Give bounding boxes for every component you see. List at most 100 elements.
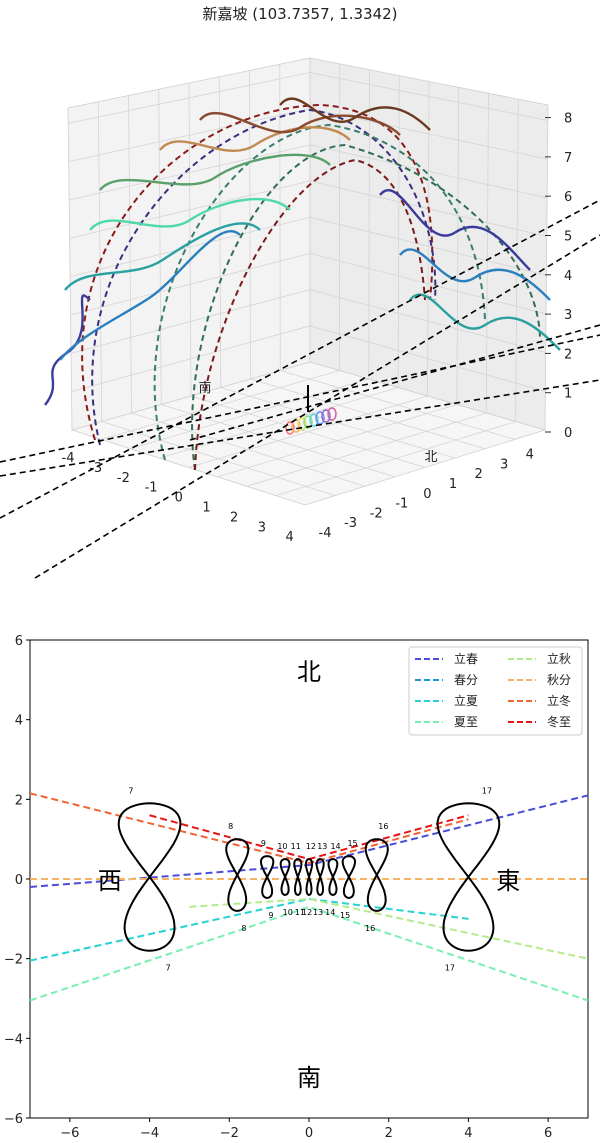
date-lines (29, 792, 589, 1002)
analemma-label-bottom: 11 (295, 908, 305, 917)
grid-line (69, 180, 547, 239)
sun-path-3d-chart: 0 1 2 3 4 5 6 7 8 -4 -3 -2 -1 0 1 2 3 4 -4 -3 -2 -1 0 1 2 3 4 南北 (0, 57, 600, 579)
analemma-label-top: 8 (228, 822, 233, 831)
grid-line (427, 81, 430, 397)
x-tick-label: 1 (202, 501, 210, 516)
x-tick-label: 4 (464, 1126, 472, 1141)
loop-mark (327, 407, 337, 421)
axis-ticks: −6 −4 −2 0 2 4 6 −6 −4 −2 0 2 4 6 (4, 634, 552, 1141)
x-tick-label: −2 (220, 1126, 239, 1141)
north-label: 北 (297, 658, 321, 686)
grid-line (70, 289, 546, 354)
y-tick-label: -1 (395, 497, 408, 512)
analemma-label-top: 12 (306, 842, 316, 851)
analemma-label-bottom: 8 (241, 924, 246, 933)
x-tick-label: -4 (62, 451, 75, 466)
y-tick-label: 0 (15, 873, 23, 888)
projection-ray (189, 324, 600, 441)
y-tick-label: 6 (15, 634, 23, 649)
grid-line (275, 421, 516, 497)
loop-mark (321, 409, 331, 423)
loop-mark (303, 415, 313, 429)
grid-line (485, 93, 489, 414)
grid-line (397, 75, 400, 388)
grid-line (70, 253, 547, 316)
grid-line (280, 370, 516, 440)
3d-grid (67, 57, 549, 506)
z-tick-label: 5 (564, 230, 572, 245)
hour-curve (89, 197, 291, 231)
analemma-label-top: 9 (261, 839, 266, 848)
x-tick-label: 3 (258, 520, 266, 535)
y-tick-label: −6 (4, 1112, 23, 1127)
hour-curve (409, 293, 561, 351)
z-tick-label: 1 (564, 387, 572, 402)
analemma-15 (341, 855, 356, 899)
hour-curve (399, 248, 551, 301)
sun-arc (194, 158, 426, 471)
hour-curve (59, 230, 241, 361)
grid-line (217, 404, 457, 478)
chart-title: 新嘉坡 (103.7357, 1.3342) (202, 5, 398, 23)
legend-label: 立冬 (547, 693, 571, 708)
loop-mark (285, 421, 295, 435)
y-tick-label: 2 (15, 793, 23, 808)
x-tick-label: 0 (175, 491, 183, 506)
north-label: 北 (424, 450, 437, 465)
y-tick-label: -4 (319, 526, 332, 541)
grid-line (69, 216, 547, 278)
z-tick-label: 3 (564, 308, 572, 323)
x-tick-label: 2 (385, 1126, 393, 1141)
hour-curve (159, 126, 351, 152)
sun-arc (91, 108, 437, 446)
legend-label: 夏至 (454, 715, 478, 729)
legend-label: 春分 (454, 673, 478, 687)
x-tick-label: −4 (140, 1126, 159, 1141)
analemma-17 (436, 802, 501, 952)
hour-curve (199, 112, 401, 136)
grid-line (68, 108, 548, 163)
z-tick-label: 4 (564, 269, 572, 284)
grid-line (246, 412, 487, 487)
projection-ray (0, 379, 600, 477)
3d-sun-paths (0, 97, 600, 579)
legend-label: 立秋 (547, 651, 571, 666)
loop-mark (297, 417, 307, 431)
analemma-7 (117, 802, 182, 952)
analemma-label-top: 16 (378, 822, 388, 831)
z-tick-label: 6 (564, 190, 572, 205)
analemma-label-bottom: 9 (268, 911, 273, 920)
grid-line (188, 395, 428, 468)
x-tick-label: 2 (230, 510, 238, 525)
grid-line (515, 99, 519, 422)
analemma-label-top: 14 (330, 842, 340, 851)
analemma-label-bottom: 15 (340, 911, 350, 920)
analemma-10 (279, 858, 291, 896)
projection-ray (0, 199, 600, 519)
analemma-13 (315, 858, 325, 896)
analemma-14 (327, 858, 339, 896)
x-tick-label: 4 (285, 530, 293, 545)
west-label: 西 (98, 867, 122, 895)
y-tick-label: −2 (4, 953, 23, 968)
y-tick-label: 0 (423, 487, 431, 502)
series-line (149, 814, 469, 861)
analemma-16 (364, 838, 389, 912)
analemma-label-bottom: 7 (166, 964, 171, 973)
hour-curve (64, 222, 261, 291)
legend-label: 立春 (454, 651, 478, 666)
projection-ray (0, 334, 600, 463)
3d-tick-labels: 0 1 2 3 4 5 6 7 8 -4 -3 -2 -1 0 1 2 3 4 -4 -3 -2 -1 0 1 2 3 4 南北 (62, 112, 573, 546)
x-tick-label: −6 (60, 1126, 79, 1141)
hour-curve (379, 189, 531, 271)
analemma-label-bottom: 17 (445, 964, 455, 973)
analemma-label-bottom: 13 (313, 908, 323, 917)
hour-curve (279, 97, 431, 131)
analemma-label-bottom: 16 (365, 924, 375, 933)
y-tick-label: 3 (500, 457, 508, 472)
legend-label: 立夏 (454, 693, 478, 708)
y-tick-label: 4 (15, 714, 23, 729)
analemma-11 (293, 858, 303, 896)
